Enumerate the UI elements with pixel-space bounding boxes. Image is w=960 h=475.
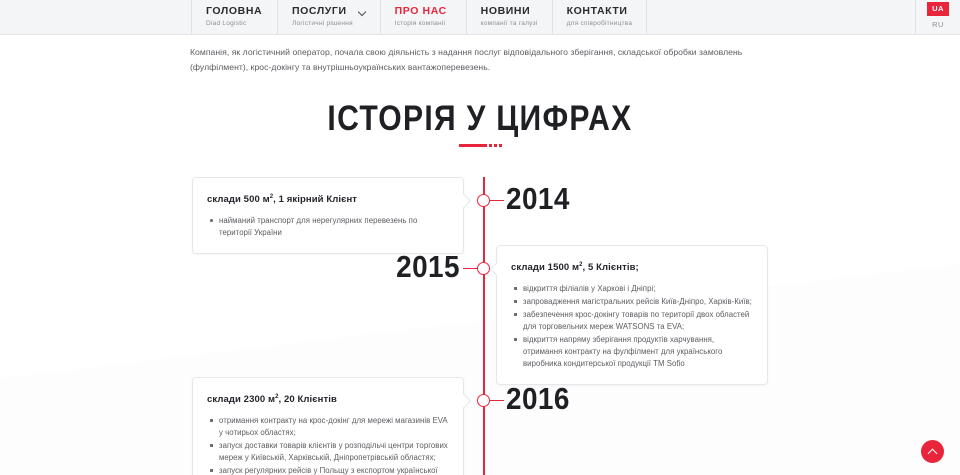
nav-item-label: ПОСЛУГИ xyxy=(292,5,366,17)
language-switcher: UA RU xyxy=(916,0,960,34)
timeline-marker xyxy=(477,193,490,207)
nav-item-label: ГОЛОВНА xyxy=(206,5,263,17)
history-timeline: 2014 склади 500 м2, 1 якірний Клієнт найма… xyxy=(0,176,960,475)
timeline-card-title: склади 1500 м2, 5 Клієнтів; xyxy=(511,258,753,275)
timeline-marker xyxy=(477,261,490,275)
site-header: ГОЛОВНА Diad Logistic ПОСЛУГИ Логістичні рі… xyxy=(0,0,960,35)
timeline-card-title: склади 2300 м2, 20 Клієнтів xyxy=(207,390,449,407)
timeline-connector xyxy=(490,199,504,202)
lang-option-ua[interactable]: UA xyxy=(927,2,949,16)
timeline-card-list: отримання контракту на крос-докінг для м… xyxy=(207,415,449,475)
nav-item-label: ПРО НАС xyxy=(395,5,452,17)
timeline-card: склади 1500 м2, 5 Клієнтів; відкриття філ… xyxy=(496,244,768,385)
list-item: запуск регулярних рейсів у Польщу з експ… xyxy=(210,465,449,475)
list-item: відкриття філіалів у Харкові і Дніпрі; xyxy=(514,283,753,295)
title-accent-dot xyxy=(494,144,497,147)
list-item: відкриття напряму зберігання продуктів х… xyxy=(514,334,753,370)
intro-paragraph: Компанія, як логістичний оператор, почал… xyxy=(190,47,743,72)
page-title: ІСТОРІЯ У ЦИФРАХ xyxy=(327,99,633,138)
timeline-year-label: 2016 xyxy=(506,380,570,416)
card-title-post: , 20 Клієнтів xyxy=(278,393,337,405)
timeline-card: склади 500 м2, 1 якірний Клієнт найманий … xyxy=(192,176,464,254)
list-item: найманий транспорт для нерегулярних пере… xyxy=(210,215,449,239)
nav-item-label: КОНТАКТИ xyxy=(567,5,633,17)
list-item: запуск доставки товарів клієнтів у розпо… xyxy=(210,440,448,462)
card-title-post: , 5 Клієнтів; xyxy=(582,261,639,273)
nav-item-subtitle: Логістичні рішення xyxy=(292,20,353,27)
card-title-superscript: 2 xyxy=(269,193,274,200)
main-navigation: ГОЛОВНА Diad Logistic ПОСЛУГИ Логістичні рі… xyxy=(192,0,648,34)
title-accent-dot xyxy=(499,144,502,147)
list-item: забезпечення крос-докінгу товарів по тер… xyxy=(514,309,753,333)
nav-item-subtitle: Diad Logistic xyxy=(206,20,247,27)
card-title-superscript: 2 xyxy=(275,393,279,400)
list-item: запровадження магістральних рейсів Київ-… xyxy=(514,296,752,306)
card-title-pre: склади 2300 м xyxy=(207,393,276,405)
nav-item-subtitle: для співробітництва xyxy=(566,20,633,27)
timeline-connector xyxy=(490,399,504,402)
nav-item-2[interactable]: ПОСЛУГИ Логістичні рішення xyxy=(278,0,381,34)
nav-item-title-text: ПОСЛУГИ xyxy=(292,5,347,17)
timeline-card-list: найманий транспорт для нерегулярних пере… xyxy=(207,215,449,239)
title-accent-bar xyxy=(458,144,487,147)
nav-item-title-text: НОВИНИ xyxy=(480,5,531,17)
header-left-spacer xyxy=(0,0,192,34)
timeline-card-title: склади 500 м2, 1 якірний Клієнт xyxy=(207,190,449,207)
timeline-spine xyxy=(483,176,485,475)
nav-item-subtitle: Історія компанії xyxy=(394,20,446,27)
card-title-post: , 1 якірний Клієнт xyxy=(273,193,358,205)
nav-item-4[interactable]: НОВИНИ компанії та галузі xyxy=(467,0,553,34)
card-title-pre: склади 1500 м xyxy=(511,261,580,273)
timeline-year-label: 2015 xyxy=(396,248,460,284)
page-content: Компанія, як логістичний оператор, почал… xyxy=(0,35,960,475)
nav-item-label: НОВИНИ xyxy=(481,5,538,17)
nav-item-title-text: ГОЛОВНА xyxy=(206,5,263,17)
nav-item-5[interactable]: КОНТАКТИ для співробітництва xyxy=(553,0,648,34)
nav-item-3[interactable]: ПРО НАС Історія компанії xyxy=(381,0,467,34)
section-title-block: ІСТОРІЯ У ЦИФРАХ xyxy=(0,100,960,147)
timeline-connector xyxy=(463,267,477,270)
header-filler xyxy=(647,0,916,34)
timeline-year-label: 2014 xyxy=(506,180,570,216)
timeline-marker xyxy=(477,393,490,407)
title-accent-dot xyxy=(489,144,492,147)
nav-item-title-text: КОНТАКТИ xyxy=(566,5,628,17)
nav-item-1[interactable]: ГОЛОВНА Diad Logistic xyxy=(192,0,278,34)
nav-item-title-text: ПРО НАС xyxy=(394,5,447,17)
list-item: отримання контракту на крос-докінг для м… xyxy=(210,415,448,437)
nav-item-subtitle: компанії та галузі xyxy=(480,20,538,27)
scroll-to-top-button[interactable] xyxy=(921,440,944,463)
chevron-down-icon[interactable] xyxy=(359,8,366,15)
timeline-card-list: відкриття філіалів у Харкові і Дніпрі; за… xyxy=(511,283,753,370)
card-title-superscript: 2 xyxy=(579,261,583,268)
card-title-pre: склади 500 м xyxy=(207,193,270,205)
timeline-card: склади 2300 м2, 20 Клієнтів отримання кон… xyxy=(192,376,464,475)
title-underline-accent xyxy=(450,144,510,147)
lang-option-ru[interactable]: RU xyxy=(932,20,944,29)
